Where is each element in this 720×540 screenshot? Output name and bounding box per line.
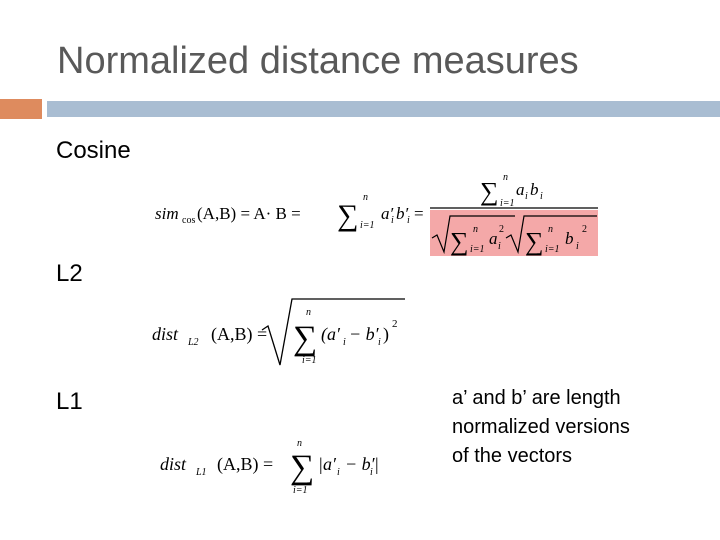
- formula-token: ∑: [525, 227, 544, 256]
- formula-token: =: [414, 204, 424, 223]
- formula-token: i: [378, 337, 381, 348]
- formula-token: (a′: [321, 324, 341, 345]
- formula-token: i=1: [293, 485, 308, 496]
- formula-token: i=1: [545, 244, 560, 255]
- formula-token: L1: [195, 467, 207, 478]
- sqrt-sign: [505, 215, 597, 255]
- formula-token: ∑: [290, 449, 314, 486]
- formula-token: ∑: [293, 320, 317, 357]
- sqrt-sign: [261, 298, 405, 366]
- formula-token: n: [363, 192, 368, 203]
- title-rule: [47, 101, 720, 117]
- note-line: of the vectors: [452, 445, 572, 467]
- formula-token: i: [498, 241, 501, 252]
- formula-token: (A,B) =: [211, 324, 267, 345]
- formula-token: ∑: [337, 199, 358, 232]
- formula-token: dist: [160, 454, 187, 474]
- sqrt-sign: [431, 215, 515, 255]
- formula-token: i: [391, 215, 394, 226]
- formula-token: i: [525, 191, 528, 202]
- formula-token: − b′: [345, 454, 376, 474]
- highlight: [430, 210, 598, 256]
- formula-token: i: [337, 467, 340, 478]
- formula-token: i=1: [500, 198, 515, 209]
- formula-token: i: [343, 337, 346, 348]
- formula-token: (A,B) = A· B =: [197, 204, 301, 223]
- formula-token: ∑: [450, 227, 469, 256]
- formula-token: sim: [155, 204, 179, 223]
- formula-token: ∑: [480, 177, 499, 206]
- section-label: L2: [56, 260, 83, 287]
- note-line: a’ and b’ are length: [452, 387, 621, 409]
- formula-token: i: [407, 215, 410, 226]
- accent-bar: [0, 99, 42, 119]
- formula-token: a: [489, 229, 498, 248]
- formula-token: i=1: [302, 355, 317, 366]
- formula-token: n: [297, 438, 302, 449]
- formula-token: 2: [392, 318, 398, 330]
- formula-token: a′: [381, 204, 394, 223]
- formula-token: i: [370, 467, 373, 478]
- formula-token: |a′: [318, 454, 337, 474]
- formula-token: i: [576, 241, 579, 252]
- formula-token: b′: [396, 204, 409, 223]
- section-label: Cosine: [56, 137, 131, 164]
- formula-token: i=1: [360, 220, 375, 231]
- formula-token: n: [548, 224, 553, 235]
- formula-token: ): [383, 324, 389, 345]
- slide-title: Normalized distance measures: [57, 40, 579, 82]
- formula-token: n: [473, 224, 478, 235]
- formula-token: − b′: [349, 324, 380, 344]
- formula-token: n: [306, 307, 311, 318]
- formula-token: dist: [152, 324, 179, 344]
- formula-token: i: [540, 191, 543, 202]
- formula-token: 2: [499, 224, 504, 235]
- formula-token: n: [503, 172, 508, 183]
- formula-token: i=1: [470, 244, 485, 255]
- section-label: L1: [56, 388, 83, 415]
- formula-token: b: [565, 229, 574, 248]
- formula-token: cos: [182, 215, 195, 226]
- formula-token: L2: [187, 337, 199, 348]
- formula-token: b: [530, 180, 539, 199]
- formula-token: (A,B) =: [217, 454, 273, 475]
- formula-token: a: [516, 180, 525, 199]
- note-line: normalized versions: [452, 416, 630, 438]
- formula-token: |: [375, 454, 379, 474]
- formula-token: 2: [582, 224, 587, 235]
